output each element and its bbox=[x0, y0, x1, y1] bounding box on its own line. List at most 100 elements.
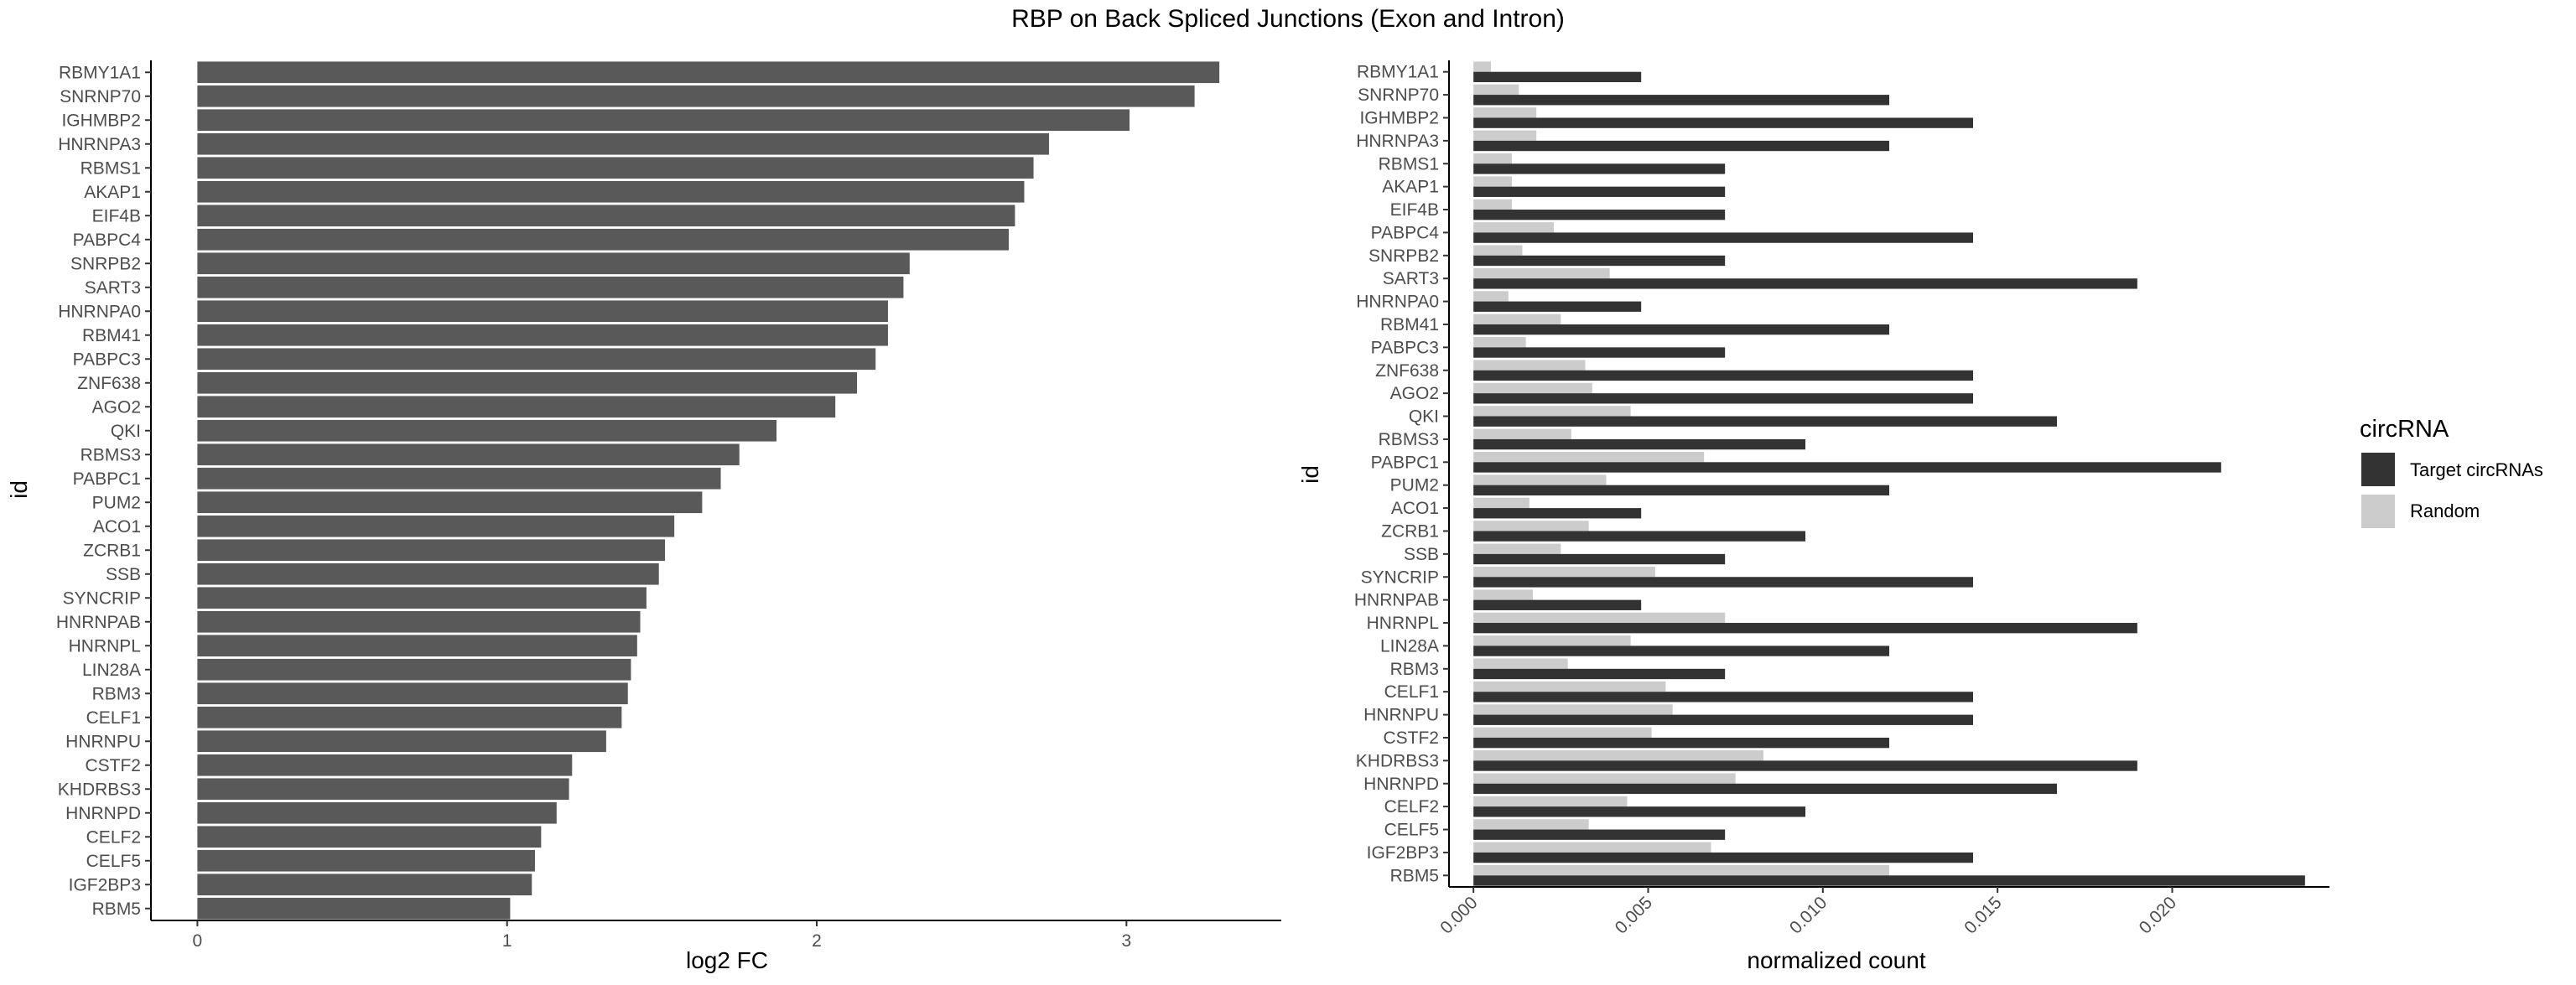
right-bar-random bbox=[1473, 658, 1568, 669]
left-bar bbox=[197, 467, 721, 490]
right-y-tick-label: RBM5 bbox=[1390, 866, 1439, 885]
right-bar-random bbox=[1473, 635, 1631, 646]
right-x-tick-label: 0.005 bbox=[1612, 893, 1656, 937]
right-bar-target bbox=[1473, 347, 1726, 358]
right-bar-target bbox=[1473, 623, 2137, 634]
right-y-tick-label: SSB bbox=[1404, 545, 1439, 564]
right-y-tick-label: IGHMBP2 bbox=[1359, 108, 1439, 127]
right-y-tick-label: PABPC3 bbox=[1371, 338, 1439, 357]
right-bar-target bbox=[1473, 163, 1726, 174]
left-bar bbox=[197, 396, 836, 418]
right-y-tick-label: PUM2 bbox=[1390, 476, 1439, 495]
right-y-tick-label: RBMS3 bbox=[1379, 430, 1439, 449]
right-bar-target bbox=[1473, 783, 2057, 795]
left-y-tick-label: HNRNPL bbox=[69, 636, 141, 656]
right-bar-random bbox=[1473, 199, 1512, 210]
right-y-tick-label: HNRNPA0 bbox=[1356, 293, 1439, 312]
left-bar bbox=[197, 587, 647, 609]
right-bar-random bbox=[1473, 773, 1736, 784]
legend: circRNA Target circRNAs Random bbox=[2360, 416, 2543, 528]
right-bar-target bbox=[1473, 553, 1726, 565]
left-y-tick-label: HNRNPD bbox=[65, 804, 141, 823]
legend-swatch-random bbox=[2361, 495, 2395, 528]
left-x-tick-label: 2 bbox=[812, 931, 822, 951]
left-bar bbox=[197, 109, 1130, 132]
left-bar bbox=[197, 419, 777, 442]
right-x-tick-label: 0.015 bbox=[1961, 893, 2005, 937]
left-bar bbox=[197, 443, 740, 466]
right-bar-target bbox=[1473, 255, 1726, 267]
right-y-tick-label: AGO2 bbox=[1390, 384, 1439, 403]
legend-swatch-target bbox=[2361, 453, 2395, 486]
left-bar bbox=[197, 228, 1010, 251]
right-y-tick-label: PABPC4 bbox=[1371, 223, 1440, 242]
right-y-tick-label: SNRNP70 bbox=[1358, 86, 1439, 105]
right-bar-random bbox=[1473, 566, 1655, 578]
right-y-tick-label: AKAP1 bbox=[1382, 178, 1439, 197]
left-bar bbox=[197, 610, 641, 633]
left-y-tick-label: KHDRBS3 bbox=[58, 780, 141, 799]
right-bar-random bbox=[1473, 612, 1726, 624]
legend-label-random: Random bbox=[2410, 500, 2480, 521]
right-y-tick-label: CSTF2 bbox=[1383, 728, 1439, 748]
left-y-tick-label: HNRNPA3 bbox=[58, 135, 141, 154]
right-y-tick-label: QKI bbox=[1409, 407, 1439, 427]
left-y-tick-label: ACO1 bbox=[93, 517, 141, 537]
left-y-tick-label: ZNF638 bbox=[77, 374, 141, 393]
right-y-tick-label: HNRNPU bbox=[1363, 706, 1439, 725]
left-x-tick-label: 0 bbox=[193, 931, 203, 951]
right-bar-target bbox=[1473, 71, 1642, 83]
right-bar-target bbox=[1473, 117, 1973, 128]
left-y-tick-label: PABPC1 bbox=[73, 469, 141, 489]
left-y-tick-label: SNRPB2 bbox=[70, 254, 141, 273]
left-bar bbox=[197, 635, 637, 657]
right-bar-random bbox=[1473, 521, 1589, 531]
right-bar-target bbox=[1473, 760, 2137, 771]
left-y-tick-label: SNRNP70 bbox=[60, 87, 141, 106]
right-bar-random bbox=[1473, 245, 1523, 256]
right-bar-target bbox=[1473, 232, 1973, 243]
right-bar-target bbox=[1473, 186, 1726, 197]
left-y-tick-label: ZCRB1 bbox=[83, 541, 141, 560]
right-bar-random bbox=[1473, 84, 1519, 96]
right-x-tick-label: 0.010 bbox=[1786, 893, 1831, 937]
right-y-tick-label: HNRNPD bbox=[1363, 775, 1439, 794]
right-bar-random bbox=[1473, 750, 1763, 761]
right-bar-random bbox=[1473, 360, 1586, 371]
left-bar bbox=[197, 874, 532, 896]
left-y-tick-label: RBM3 bbox=[92, 684, 141, 703]
right-y-axis-label: id bbox=[1297, 465, 1323, 484]
left-y-tick-label: CELF5 bbox=[86, 852, 141, 871]
right-bar-target bbox=[1473, 692, 1973, 702]
right-bar-random bbox=[1473, 61, 1491, 72]
left-y-tick-label: RBMS1 bbox=[80, 158, 141, 178]
right-bar-random bbox=[1473, 474, 1607, 485]
left-y-tick-label: AKAP1 bbox=[84, 183, 141, 202]
right-bar-random bbox=[1473, 291, 1509, 302]
left-bar bbox=[197, 61, 1220, 84]
right-x-tick-label: 0.000 bbox=[1436, 893, 1481, 937]
left-bar bbox=[197, 205, 1015, 227]
right-bar-target bbox=[1473, 645, 1889, 656]
right-x-tick-label: 0.020 bbox=[2136, 893, 2180, 937]
right-y-tick-label: RBMY1A1 bbox=[1357, 63, 1439, 82]
left-bar bbox=[197, 562, 659, 585]
left-bar bbox=[197, 132, 1050, 155]
left-y-axis-label: id bbox=[6, 480, 32, 499]
right-bar-random bbox=[1473, 107, 1537, 118]
right-bar-random bbox=[1473, 704, 1673, 715]
right-bar-target bbox=[1473, 140, 1889, 152]
figure-title: RBP on Back Spliced Junctions (Exon and … bbox=[1011, 5, 1565, 33]
left-x-tick-label: 1 bbox=[502, 931, 512, 951]
left-bar bbox=[197, 252, 910, 275]
right-bar-random bbox=[1473, 819, 1589, 830]
right-y-tick-label: CELF2 bbox=[1384, 797, 1439, 817]
left-bar bbox=[197, 491, 703, 514]
right-bar-random bbox=[1473, 451, 1705, 463]
left-bar bbox=[197, 515, 675, 537]
left-x-tick-label: 3 bbox=[1121, 931, 1131, 951]
left-y-tick-label: AGO2 bbox=[92, 397, 141, 417]
left-y-tick-label: RBMS3 bbox=[80, 445, 141, 464]
left-y-tick-label: SSB bbox=[106, 565, 141, 584]
left-y-tick-label: EIF4B bbox=[92, 206, 141, 226]
